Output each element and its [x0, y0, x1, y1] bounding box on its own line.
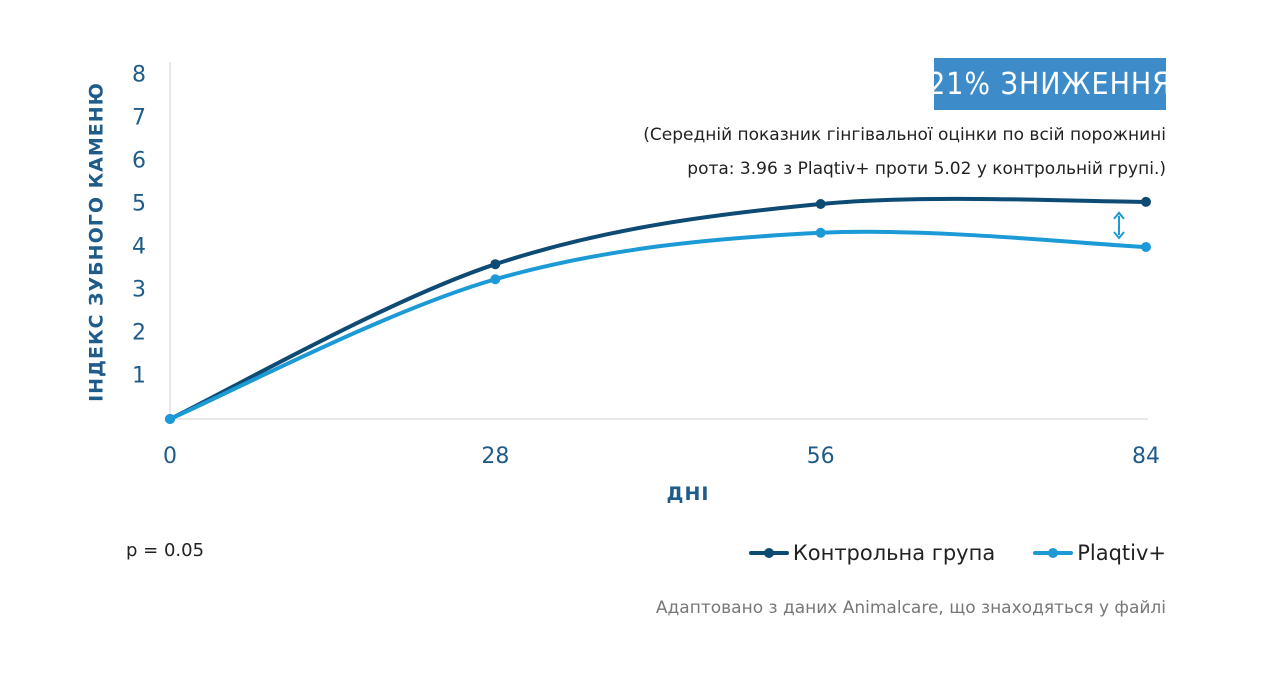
x-tick-label: 84: [1132, 444, 1160, 469]
series-0-point-1: [490, 259, 501, 270]
y-tick-label: 8: [132, 63, 146, 88]
reduction-badge: 21% ЗНИЖЕННЯ: [928, 58, 1171, 110]
p-value: p = 0.05: [126, 540, 205, 561]
series-1-point-3: [1141, 242, 1151, 252]
y-tick-label: 3: [132, 278, 146, 303]
legend: Контрольна група Plaqtiv+: [748, 541, 1166, 565]
annotation-note: (Середній показник гінгівальної оцінки п…: [466, 118, 1166, 186]
x-tick-label: 28: [481, 444, 509, 469]
y-axis-title: ІНДЕКС ЗУБНОГО КАМЕНЮ: [86, 82, 108, 402]
series-line-1: [168, 229, 1148, 421]
legend-marker-control: [748, 543, 789, 563]
y-tick-label: 4: [132, 235, 146, 260]
legend-label-plaqtiv: Plaqtiv+: [1077, 541, 1166, 565]
x-tick-label: 56: [807, 444, 835, 469]
reduction-badge-text: 21% ЗНИЖЕННЯ: [928, 66, 1172, 102]
x-tick-labels: 0 28 56 84: [163, 444, 1160, 469]
y-tick-label: 6: [132, 149, 146, 174]
series-0-point-2: [815, 199, 826, 209]
y-tick-label: 2: [132, 321, 146, 346]
x-axis-title: ДНІ: [667, 483, 710, 505]
legend-item-control: Контрольна група: [748, 541, 996, 565]
y-tick-labels: 1 2 3 4 5 6 7 8: [132, 63, 146, 389]
legend-marker-plaqtiv: [1033, 543, 1074, 563]
legend-label-control: Контрольна група: [792, 541, 996, 565]
series-1-point-0: [165, 414, 175, 424]
annotation-note-line-2: рота: 3.96 з Plaqtiv+ проти 5.02 у контр…: [687, 159, 1166, 179]
legend-item-plaqtiv: Plaqtiv+: [1033, 541, 1166, 565]
difference-arrow-head-up: [1113, 211, 1125, 220]
y-tick-label: 5: [132, 192, 146, 217]
y-tick-label: 1: [132, 364, 146, 389]
series-0-point-3: [1141, 196, 1151, 207]
series-1-point-2: [815, 227, 826, 238]
annotation-note-line-1: (Середній показник гінгівальної оцінки п…: [643, 125, 1166, 145]
difference-arrow-layer: [1113, 211, 1125, 240]
series-line-0: [168, 196, 1148, 421]
y-tick-label: 7: [132, 106, 146, 131]
series-1-point-1: [490, 274, 501, 285]
series-layer: [165, 196, 1151, 424]
difference-arrow-head-down: [1113, 231, 1125, 240]
source-note: Адаптовано з даних Animalcare, що знаход…: [655, 598, 1166, 618]
x-tick-label: 0: [163, 444, 177, 469]
